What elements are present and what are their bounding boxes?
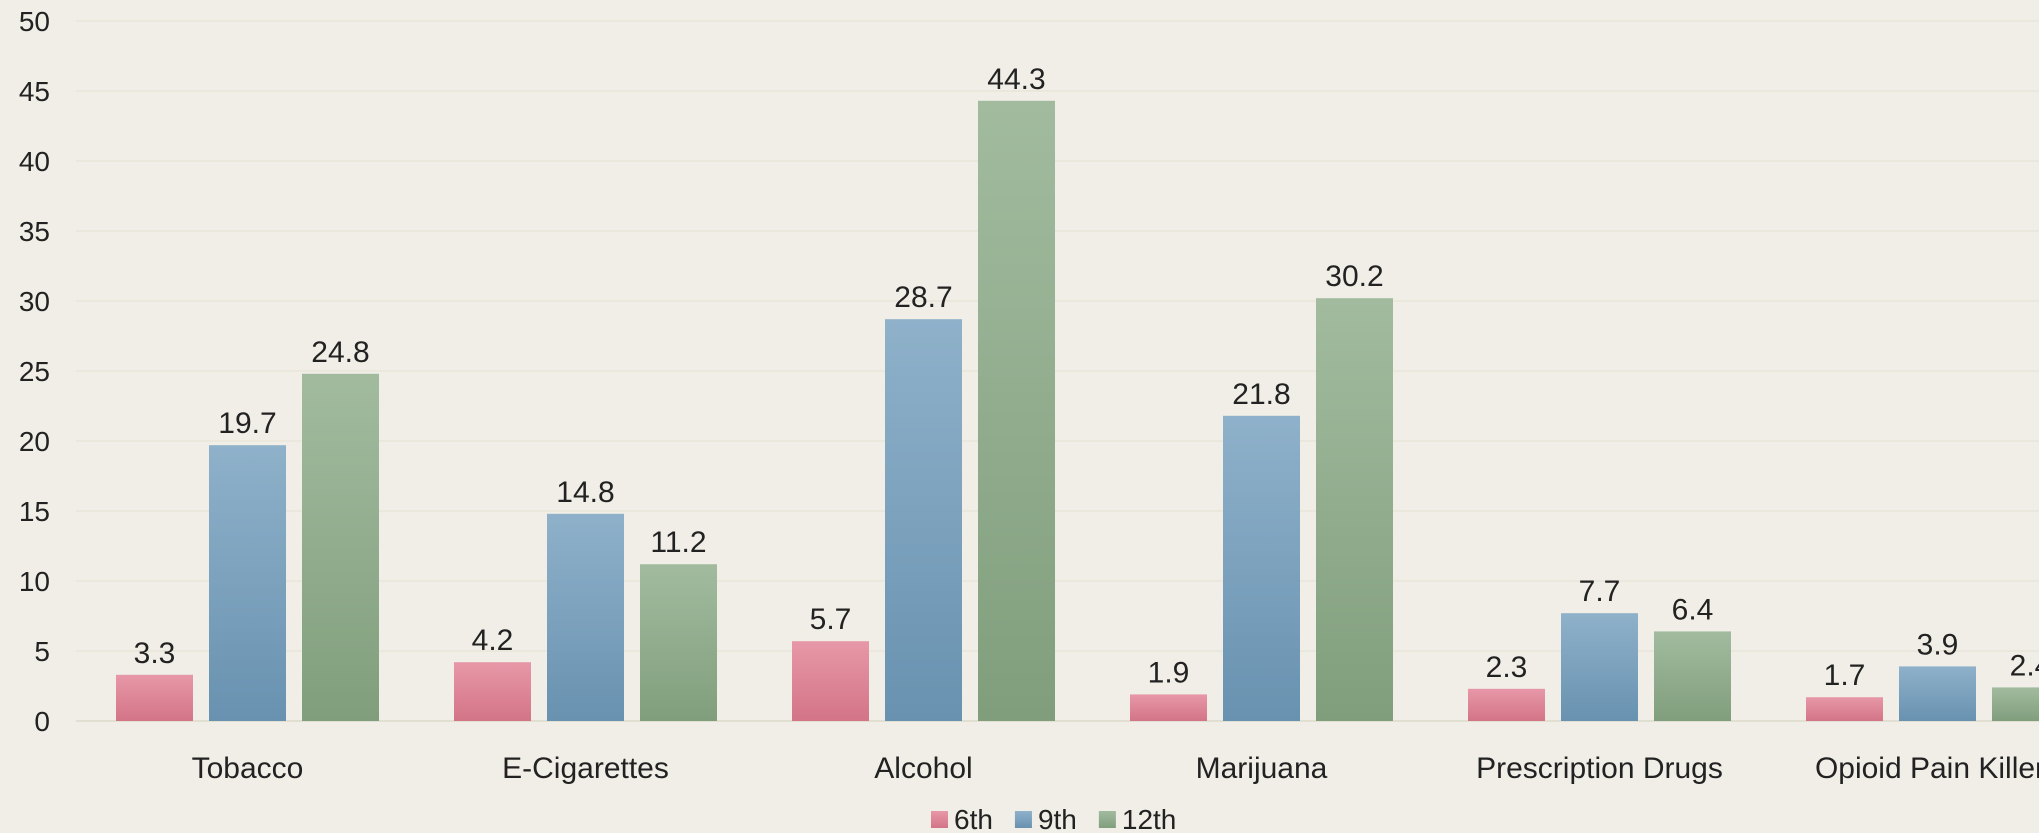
legend-swatch-6th [931,811,948,828]
data-label-alcohol-9th: 28.7 [894,281,952,314]
legend-swatch-9th [1014,811,1032,828]
bar-tobacco-12th [302,373,379,721]
y-tick-label-40: 40 [19,146,50,177]
bars [116,100,2039,722]
category-label-tobacco: Tobacco [192,752,304,785]
y-axis-ticks: 0 5 10 15 20 25 30 35 40 45 50 [19,6,50,737]
data-label-alcohol-12th: 44.3 [987,63,1045,96]
data-label-prescription-drugs-9th: 7.7 [1579,575,1621,608]
y-tick-label-50: 50 [19,6,50,37]
y-tick-label-45: 45 [19,76,50,107]
bar-marijuana-6th [1130,694,1207,721]
bar-marijuana-12th [1316,298,1393,721]
y-tick-label-30: 30 [19,286,50,317]
legend-label-6th: 6th [954,804,993,833]
y-tick-label-35: 35 [19,216,50,247]
bar-alcohol-12th [978,100,1055,722]
y-tick-label-10: 10 [19,566,50,597]
bar-prescription-drugs-6th [1468,688,1545,721]
bar-opioid-pain-killers-9th [1899,666,1976,721]
bar-tobacco-6th [116,674,193,721]
bar-tobacco-9th [209,445,286,721]
data-label-marijuana-6th: 1.9 [1148,656,1190,689]
bar-alcohol-9th [885,319,962,721]
legend-item-12th: 12th [1098,804,1177,833]
data-label-e-cigarettes-6th: 4.2 [472,624,514,657]
data-label-alcohol-6th: 5.7 [810,603,852,636]
bar-e-cigarettes-12th [640,564,717,721]
category-label-e-cigarettes: E-Cigarettes [502,752,669,785]
data-label-marijuana-12th: 30.2 [1325,260,1383,293]
data-label-tobacco-9th: 19.7 [218,407,276,440]
data-label-marijuana-9th: 21.8 [1232,378,1290,411]
legend-item-9th: 9th [1014,804,1077,833]
y-tick-label-15: 15 [19,496,50,527]
data-label-e-cigarettes-12th: 11.2 [650,526,706,559]
legend: 6th 9th 12th [931,804,1176,833]
bar-opioid-pain-killers-6th [1806,697,1883,721]
data-label-e-cigarettes-9th: 14.8 [556,476,614,509]
data-label-opioid-pain-killers-12th: 2.4 [2010,649,2039,682]
bar-opioid-pain-killers-12th [1992,687,2039,721]
bar-prescription-drugs-9th [1561,613,1638,721]
category-label-marijuana: Marijuana [1196,752,1328,785]
bar-e-cigarettes-9th [547,513,624,721]
category-label-alcohol: Alcohol [874,752,972,785]
bar-alcohol-6th [792,641,869,721]
legend-item-6th: 6th [931,804,993,833]
grid-lines [76,20,2039,722]
y-tick-label-0: 0 [34,706,50,737]
legend-label-9th: 9th [1038,804,1077,833]
y-tick-label-25: 25 [19,356,50,387]
bar-marijuana-9th [1223,415,1300,721]
data-labels: 3.3 19.7 24.8 4.2 14.8 11.2 5.7 28.7 44.3 1.9 21.8… [134,63,2039,692]
data-label-opioid-pain-killers-6th: 1.7 [1824,659,1866,692]
category-labels: Tobacco E-Cigarettes Alcohol Marijuana Presc… [192,752,2039,785]
legend-swatch-12th [1098,811,1116,828]
bar-e-cigarettes-6th [454,662,531,721]
data-label-opioid-pain-killers-9th: 3.9 [1917,628,1959,661]
category-label-prescription-drugs: Prescription Drugs [1476,752,1723,785]
y-tick-label-20: 20 [19,426,50,457]
category-label-opioid-pain-killers: Opioid Pain Killers [1815,752,2039,785]
data-label-tobacco-12th: 24.8 [311,336,369,369]
legend-label-12th: 12th [1122,804,1177,833]
data-label-prescription-drugs-6th: 2.3 [1486,651,1528,684]
data-label-prescription-drugs-12th: 6.4 [1672,593,1714,626]
y-tick-label-5: 5 [34,636,50,667]
bar-prescription-drugs-12th [1654,631,1731,721]
data-label-tobacco-6th: 3.3 [134,637,176,670]
